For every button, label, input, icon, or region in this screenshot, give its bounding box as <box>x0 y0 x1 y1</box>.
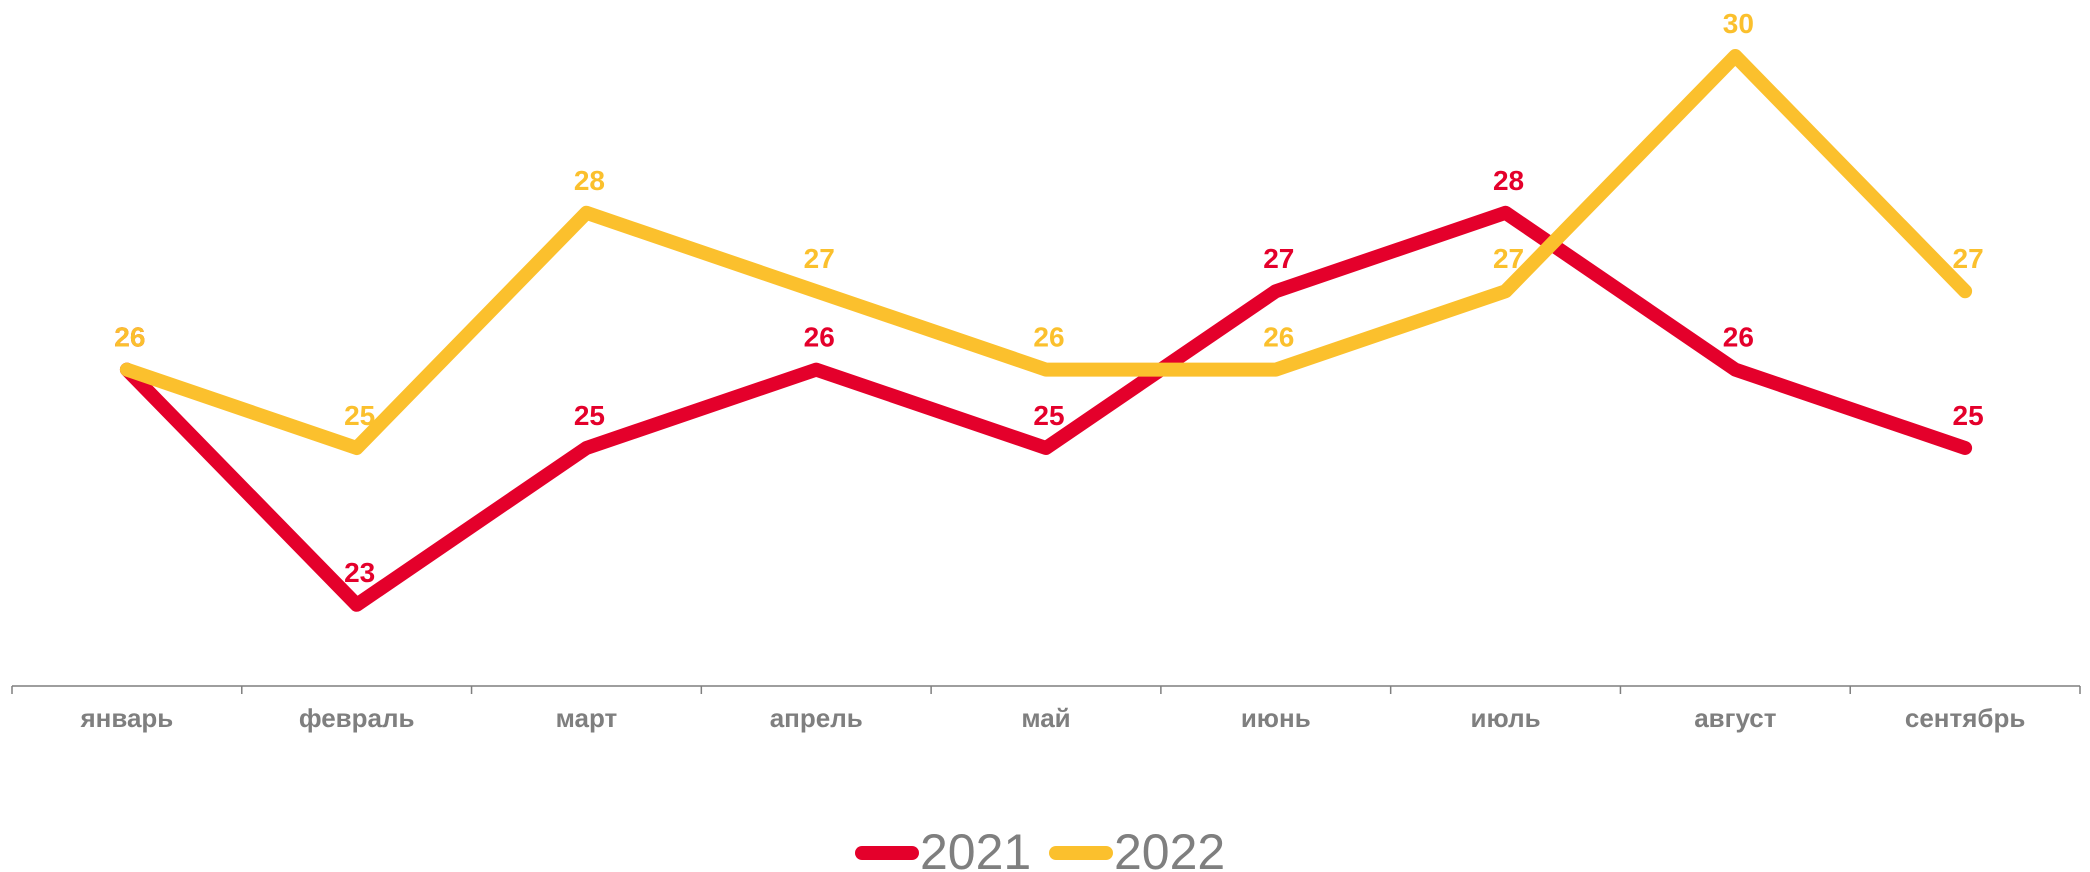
legend-item-2021[interactable]: 2021 <box>855 824 1031 872</box>
data-label-2022: 27 <box>804 243 835 274</box>
legend-label: 2022 <box>1114 824 1225 872</box>
data-label-2021: 26 <box>1723 322 1754 353</box>
x-axis: январь февраль март апрель май июнь июль август… <box>11 685 2081 733</box>
x-tick-label: июнь <box>1241 703 1311 733</box>
x-tick-label: апрель <box>770 703 863 733</box>
data-label-2022: 26 <box>1033 322 1064 353</box>
series-line-2021 <box>119 205 1973 612</box>
data-label-2022: 25 <box>344 400 375 431</box>
x-tick-label: февраль <box>299 703 415 733</box>
data-label-2021: 26 <box>114 322 145 353</box>
data-label-2022: 26 <box>114 322 145 353</box>
x-tick-label: март <box>556 703 618 733</box>
series-line-2022 <box>119 49 1973 455</box>
data-label-2021: 25 <box>1033 400 1064 431</box>
x-tick-label: сентябрь <box>1905 703 2025 733</box>
data-label-2021: 26 <box>804 322 835 353</box>
data-label-2021: 23 <box>344 557 375 588</box>
data-label-2022: 27 <box>1953 243 1984 274</box>
series-lines <box>119 49 1973 612</box>
data-label-2022: 28 <box>574 165 605 196</box>
data-label-2022: 26 <box>1263 322 1294 353</box>
x-tick-label: май <box>1021 703 1070 733</box>
data-label-2021: 27 <box>1263 243 1294 274</box>
legend-label: 2021 <box>920 824 1031 872</box>
legend-item-2022[interactable]: 2022 <box>1049 824 1225 872</box>
data-label-2022: 27 <box>1493 243 1524 274</box>
data-label-2021: 25 <box>1953 400 1984 431</box>
legend[interactable]: 2021 2022 <box>855 824 1225 872</box>
data-label-2022: 30 <box>1723 8 1754 39</box>
data-label-2021: 28 <box>1493 165 1524 196</box>
data-label-2021: 25 <box>574 400 605 431</box>
x-tick-label: июль <box>1471 703 1541 733</box>
x-tick-label: январь <box>79 703 173 733</box>
x-tick-label: август <box>1694 703 1777 733</box>
